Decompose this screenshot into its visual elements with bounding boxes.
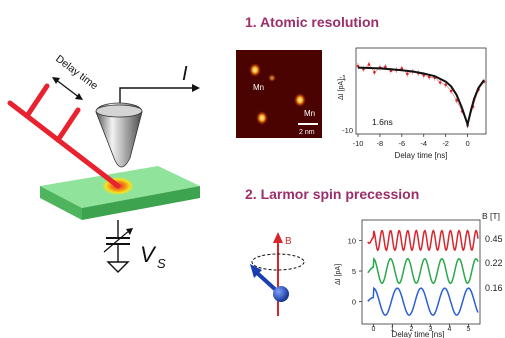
plot1-data-point xyxy=(449,89,453,93)
plot1-frame xyxy=(355,47,487,135)
plot1-data-point xyxy=(444,83,447,87)
precession-cone-ring xyxy=(251,253,305,271)
plot2-xtick-label: 3 xyxy=(429,326,433,333)
plot2-xtick-label: 1 xyxy=(391,326,395,333)
sample-front-face xyxy=(82,186,200,220)
delay-time-label: Delay time xyxy=(53,53,100,93)
stm-atom-1 xyxy=(249,63,261,77)
plot2-ytick-label: 5 xyxy=(352,267,356,276)
delay-arrowhead-right xyxy=(75,93,83,100)
field-arrowhead xyxy=(273,232,283,243)
plot-larmor-precession: ΔI [pA] 10 5 0 0 1 2 3 4 5 Delay time [ns] B [T… xyxy=(335,211,503,338)
plot-atomic-resolution: ΔI [pA] -1 -10 -10 -8 -6 -4 -2 0 Delay time [… xyxy=(338,47,487,160)
plot1-ylabel: ΔI [pA] xyxy=(338,79,345,100)
stm-tip xyxy=(95,102,143,168)
plot1-data-point xyxy=(406,72,409,76)
spin-arrowhead xyxy=(250,264,262,278)
current-label: I xyxy=(182,63,188,85)
plot1-data-point xyxy=(400,67,404,70)
plot1-marks xyxy=(356,61,486,129)
plot1-data-point xyxy=(438,81,442,84)
delay-time-arrow xyxy=(52,77,83,100)
plot2-series-0.45 xyxy=(367,229,479,252)
plot2-xtick-label: 4 xyxy=(448,326,452,333)
plot1-annotation: 1.6ns xyxy=(372,117,393,127)
plot2-series-0.16 xyxy=(367,286,479,316)
current-wire xyxy=(119,87,194,104)
plot1-ytick-2: -10 xyxy=(342,126,353,135)
laser-pulse-train xyxy=(7,83,121,189)
plot1-xtick-label: -8 xyxy=(377,139,384,148)
stm-image: Mn Mn 2 nm xyxy=(236,50,322,138)
plot2-xlabel: Delay time [ns] xyxy=(392,330,445,338)
plot1-xticks: -10 -8 -6 -4 -2 0 xyxy=(353,134,470,148)
plot2-ytick-label: 0 xyxy=(352,298,356,307)
plot2-ylabel: ΔI [pA] xyxy=(335,264,342,285)
plot2-yticks: 10 5 0 xyxy=(348,236,362,307)
plot1-xtick-label: -4 xyxy=(420,139,427,148)
plot1-data-point xyxy=(367,63,371,66)
plot1-data-point xyxy=(427,75,431,79)
plot1-data-point xyxy=(373,70,376,74)
plot1-xtick-label: -6 xyxy=(398,139,405,148)
plot2-legend-value-3: 0.16 xyxy=(485,283,503,293)
laser-pulse-2 xyxy=(55,107,81,143)
variable-arrow xyxy=(103,229,131,253)
plot2-xtick-label: 0 xyxy=(372,326,376,333)
spin-atom xyxy=(273,286,289,302)
voltage-label: V xyxy=(140,242,157,267)
plot2-xticks: 0 1 2 3 4 5 xyxy=(372,324,471,333)
delay-arrowhead-left xyxy=(52,77,60,84)
plot2-xtick-label: 2 xyxy=(410,326,414,333)
laser-pulse-1 xyxy=(24,83,50,119)
plot2-marks xyxy=(367,229,479,316)
plot2-legend-title: B [T] xyxy=(482,211,500,221)
plot2-legend-value-2: 0.22 xyxy=(485,258,503,268)
section2-heading: 2. Larmor spin precession xyxy=(245,186,420,202)
mn-label-2: Mn xyxy=(304,109,315,118)
plot1-data-point xyxy=(455,99,458,102)
mn-label-1: Mn xyxy=(253,83,264,92)
plot1-xtick-label: -2 xyxy=(442,139,449,148)
plot2-legend-value-1: 0.45 xyxy=(485,234,503,244)
plot1-ytick-1: -1 xyxy=(339,73,346,82)
stm-atom-2 xyxy=(268,74,276,82)
plot1-fit-curve xyxy=(357,66,485,129)
scale-bar-label: 2 nm xyxy=(299,129,315,136)
plot1-xlabel: Delay time [ns] xyxy=(395,151,448,160)
field-label: B xyxy=(285,236,292,247)
sample-left-face xyxy=(40,186,82,220)
stm-atom-4 xyxy=(256,111,268,125)
plot1-data-point xyxy=(422,74,426,77)
spin-precession-illustration: B xyxy=(250,232,305,316)
plot2-frame xyxy=(361,219,481,325)
stm-atom-3 xyxy=(294,93,306,107)
plot1-xtick-label: -10 xyxy=(353,139,364,148)
plot2-series-0.22 xyxy=(367,257,479,285)
stm-setup: Delay time I V S xyxy=(7,53,200,273)
ground-symbol xyxy=(106,261,130,273)
plot2-xtick-label: 5 xyxy=(467,326,471,333)
variable-arrowhead xyxy=(126,228,133,235)
spin-vector xyxy=(254,270,280,294)
voltage-subscript: S xyxy=(157,256,166,271)
plot1-xtick-label: 0 xyxy=(465,139,469,148)
section1-heading: 1. Atomic resolution xyxy=(245,14,380,30)
current-arrowhead xyxy=(192,84,200,92)
stm-tip-top xyxy=(95,104,143,118)
delay-arrow-line xyxy=(54,78,81,99)
plot2-ytick-label: 10 xyxy=(348,236,356,245)
voltage-source xyxy=(103,220,133,273)
plot1-data-point xyxy=(384,65,387,69)
